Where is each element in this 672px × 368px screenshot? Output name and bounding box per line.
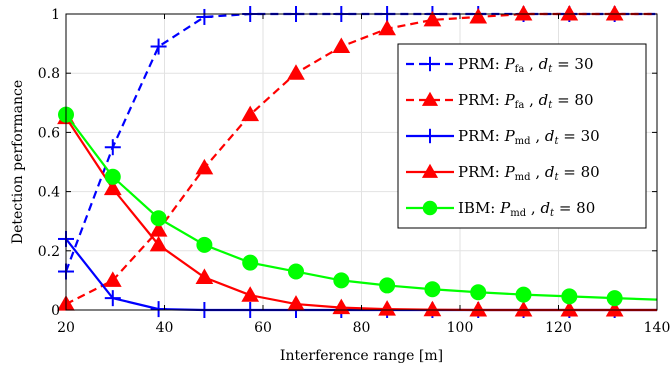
x-axis-title: Interference range [m] [280,348,443,364]
data-point [605,300,624,317]
data-point [150,38,167,55]
data-point [104,168,121,185]
legend-entry: PRM: Pfa , dt = 80 [406,91,594,111]
data-point [561,288,578,305]
legend-entry: PRM: Pmd , dt = 80 [406,163,600,183]
x-tick-label: 100 [447,320,474,336]
data-point [287,64,305,80]
data-point [605,4,624,21]
x-tick-label: 140 [644,320,671,336]
data-point [421,91,439,106]
series-5 [58,106,658,307]
y-tick-label: 0 [51,303,60,319]
data-point [150,210,167,227]
data-point [241,286,260,302]
data-point [422,200,438,216]
data-point [150,301,167,318]
data-point [560,4,579,21]
data-point [333,272,350,289]
data-point [514,4,533,21]
data-point [469,7,488,24]
data-point [606,290,623,307]
data-point [379,277,396,294]
data-point [378,300,396,316]
data-point [470,284,487,301]
data-point [195,158,214,175]
data-point [469,300,488,317]
data-point [103,271,122,287]
x-tick-label: 80 [353,320,371,336]
data-point [514,300,533,317]
data-point [422,128,438,144]
data-point [560,300,579,317]
data-point [196,236,213,253]
data-point [149,235,168,252]
data-point [241,105,260,122]
legend-label: IBM: Pmd , dt = 80 [458,199,595,219]
y-tick-label: 0.4 [38,185,60,201]
legend-label: PRM: Pmd , dt = 80 [458,163,600,183]
data-point [104,290,121,307]
data-point [287,263,304,280]
legend-label: PRM: Pfa , dt = 30 [458,55,594,75]
legend-entry: PRM: Pfa , dt = 30 [406,55,594,75]
data-point [423,300,442,317]
data-point [421,163,439,178]
data-point [103,179,122,196]
data-point [332,37,351,54]
legend-entry: PRM: Pmd , dt = 30 [406,127,600,147]
legend-entry: IBM: Pmd , dt = 80 [406,199,595,219]
y-axis-title: Detection performance [10,80,26,244]
data-point [104,139,121,156]
data-point [424,281,441,298]
y-tick-label: 0.6 [38,125,60,141]
x-tick-label: 40 [156,320,174,336]
data-point [515,286,532,303]
x-tick-label: 120 [545,320,572,336]
y-tick-label: 0.8 [38,66,60,82]
y-tick-label: 0.2 [38,244,60,260]
data-point [423,10,442,27]
data-point [196,8,213,25]
tick-layer: 20 40 60 80 100 120 140 0 0.2 0.4 0.6 0.8 1 [38,7,671,336]
data-point [422,56,438,72]
legend-label: PRM: Pfa , dt = 80 [458,91,594,111]
data-point [378,19,396,36]
y-tick-label: 1 [51,7,60,23]
data-point [242,254,259,271]
x-tick-label: 60 [254,320,272,336]
x-tick-label: 20 [57,320,75,336]
data-point [195,268,214,284]
legend-label: PRM: Pmd , dt = 30 [458,127,600,147]
legend: PRM: Pfa , dt = 30 PRM: Pfa , dt = 80 PRM:… [397,43,647,229]
